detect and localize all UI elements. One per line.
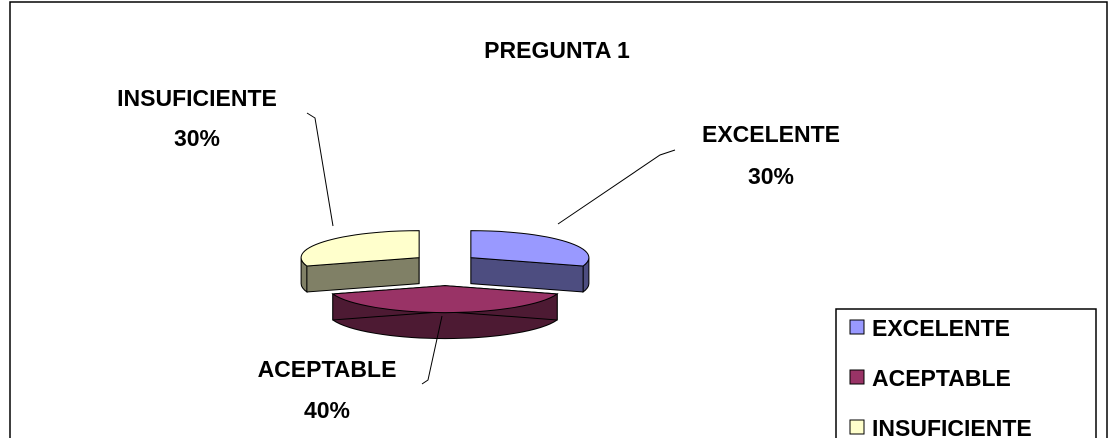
data-label-insuficiente-name: INSUFICIENTE [117, 85, 277, 111]
legend: EXCELENTE ACEPTABLE INSUFICIENTE [835, 308, 1097, 438]
pie-slice-excelente [470, 230, 590, 293]
data-label-excelente-value: 30% [748, 163, 794, 189]
legend-label-excelente: EXCELENTE [872, 315, 1010, 341]
legend-swatch-aceptable [849, 369, 865, 385]
legend-label-insuficiente: INSUFICIENTE [872, 415, 1032, 438]
legend-swatch-excelente [849, 319, 865, 335]
pie-slice-top-aceptable [331, 285, 559, 314]
leader-line-aceptable [421, 315, 443, 385]
pie-slice-insuficiente [300, 230, 420, 293]
pie-slices [300, 230, 590, 340]
legend-label-aceptable: ACEPTABLE [872, 365, 1011, 391]
data-label-aceptable-value: 40% [304, 397, 350, 423]
data-label-insuficiente-value: 30% [174, 125, 220, 151]
chart-title: PREGUNTA 1 [484, 37, 630, 63]
legend-box [835, 308, 1097, 438]
pie-slice-aceptable [331, 285, 559, 340]
data-label-aceptable-name: ACEPTABLE [258, 356, 397, 382]
legend-swatch-insuficiente [849, 419, 865, 435]
pie-slice-top-excelente [470, 230, 590, 267]
pie-slice-top-insuficiente [300, 230, 420, 267]
leader-line-insuficiente [306, 112, 334, 227]
data-label-excelente-name: EXCELENTE [702, 121, 840, 147]
leader-line-excelente [557, 149, 676, 225]
